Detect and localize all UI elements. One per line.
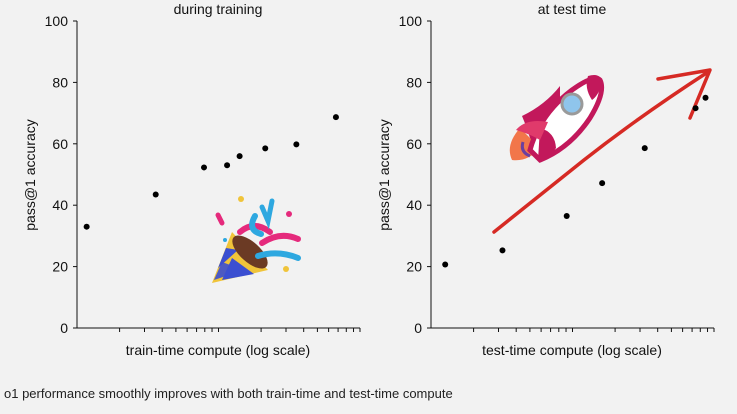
left-data-point	[293, 141, 300, 148]
right-data-points	[442, 94, 709, 268]
right-y-tick-label: 0	[414, 320, 422, 336]
rocket-icon	[509, 75, 605, 163]
right-x-axis-label: test-time compute (log scale)	[482, 342, 662, 358]
right-y-tick-label: 40	[406, 197, 422, 213]
left-x-ticks	[119, 328, 361, 332]
left-data-point	[262, 145, 269, 152]
figure: during training 0 20 40 60 80 100 pass@1 accu…	[22, 1, 715, 358]
left-y-tick-label: 40	[52, 197, 68, 213]
party-popper-icon	[212, 196, 301, 283]
left-data-point	[224, 162, 231, 169]
left-data-point	[201, 164, 208, 171]
trend-arrow-icon	[492, 68, 712, 234]
left-y-tick-label: 0	[60, 320, 68, 336]
left-data-points	[83, 114, 339, 230]
left-data-point	[83, 223, 90, 230]
right-data-point	[499, 247, 506, 254]
left-y-tick-label: 60	[52, 136, 68, 152]
right-data-point	[692, 105, 699, 112]
right-y-axis: 0 20 40 60 80 100	[399, 13, 431, 336]
right-x-ticks	[473, 328, 715, 332]
right-data-point	[641, 145, 648, 152]
left-y-axis: 0 20 40 60 80 100	[45, 13, 77, 336]
right-data-point	[442, 261, 449, 268]
figure-caption: o1 performance smoothly improves with bo…	[4, 386, 453, 401]
right-data-point	[563, 212, 570, 219]
left-data-point	[152, 191, 159, 198]
left-y-tick-label: 100	[45, 13, 69, 29]
right-y-tick-label: 60	[406, 136, 422, 152]
left-y-tick-label: 20	[52, 259, 68, 275]
left-y-tick-label: 80	[52, 74, 68, 90]
right-y-tick-label: 20	[406, 259, 422, 275]
right-chart-title: at test time	[538, 1, 607, 17]
right-y-tick-label: 80	[406, 74, 422, 90]
right-chart: at test time 0 20 40 60 80 100 pass@1 accurac…	[376, 1, 715, 358]
left-x-axis-label: train-time compute (log scale)	[126, 342, 310, 358]
left-chart-title: during training	[174, 1, 263, 17]
right-data-point	[702, 94, 709, 101]
right-y-tick-label: 100	[399, 13, 423, 29]
left-data-point	[332, 114, 339, 121]
left-y-axis-label: pass@1 accuracy	[22, 119, 38, 230]
right-y-axis-label: pass@1 accuracy	[376, 119, 392, 230]
right-data-point	[599, 180, 606, 187]
left-chart: during training 0 20 40 60 80 100 pass@1 accu…	[22, 1, 361, 358]
left-data-point	[236, 153, 243, 160]
